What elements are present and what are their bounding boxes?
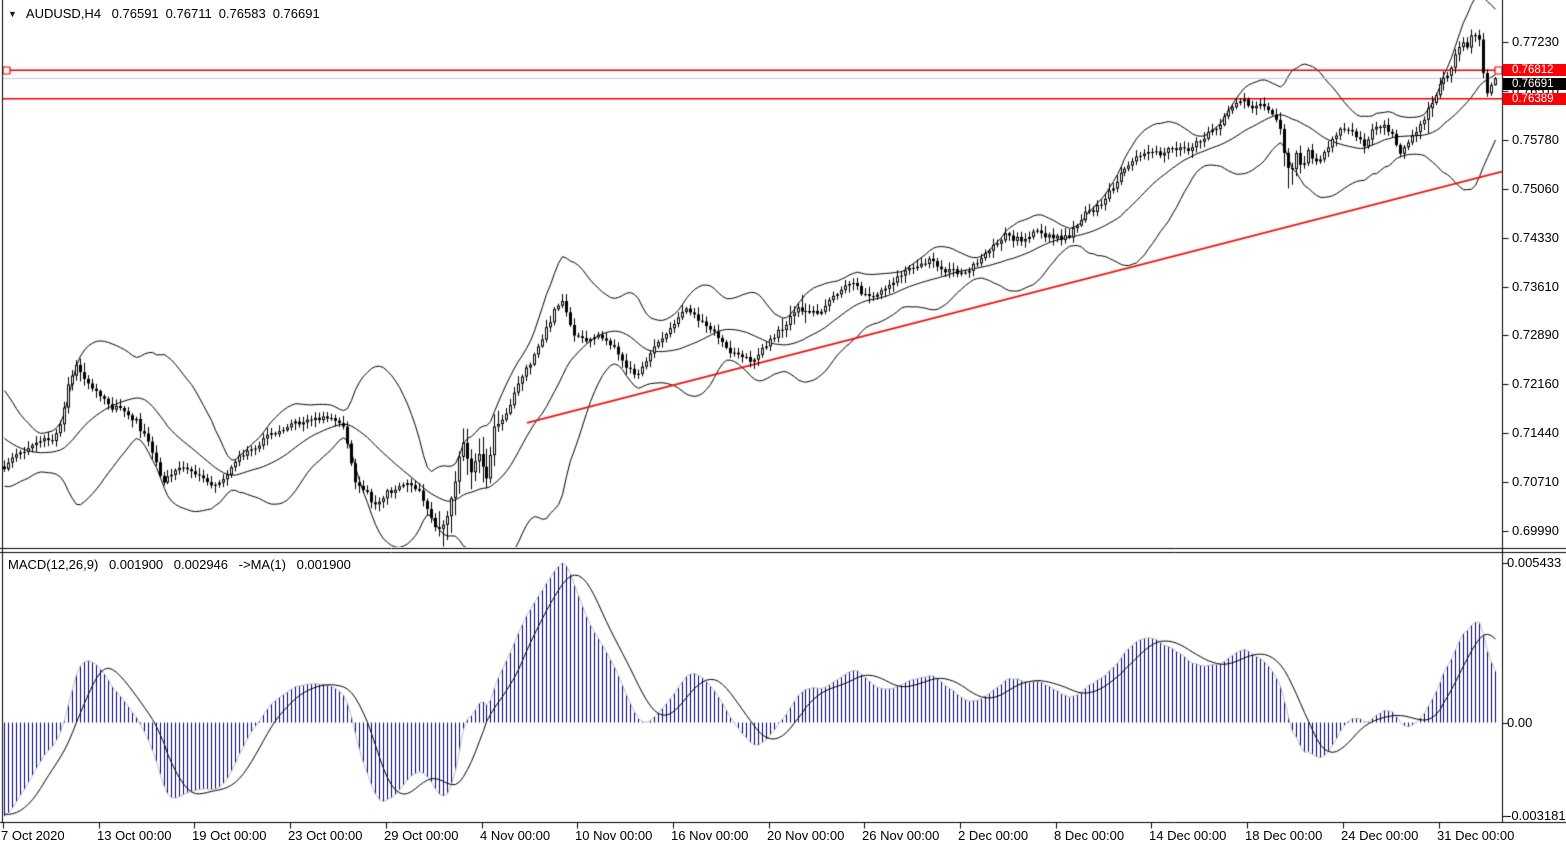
symbol-timeframe-label: AUDUSD,H4 xyxy=(25,6,102,21)
indicator-axis[interactable]: 0.005433 0.00 -0.003181 xyxy=(1503,553,1566,822)
price-axis-label: 0.74330 xyxy=(1512,230,1559,245)
price-axis-label: 0.75780 xyxy=(1512,132,1559,147)
indicator-axis-label: 0.00 xyxy=(1507,715,1533,730)
time-axis-label: 4 Nov 00:00 xyxy=(480,828,551,843)
price-axis-label: 0.71440 xyxy=(1512,425,1559,440)
price-axis-label: 0.75060 xyxy=(1512,181,1559,196)
price-axis-label: 0.69990 xyxy=(1512,523,1559,538)
price-axis[interactable]: 0.77230 0.76510 0.75780 0.75060 0.74330 0.736… xyxy=(1503,0,1566,822)
time-axis-label: 20 Nov 00:00 xyxy=(767,828,845,843)
ohlc-high-value: 0.76711 xyxy=(165,6,212,21)
time-axis-label: 24 Dec 00:00 xyxy=(1341,828,1419,843)
time-axis-label: 29 Oct 00:00 xyxy=(384,828,459,843)
time-axis-label: 18 Dec 00:00 xyxy=(1245,828,1323,843)
time-axis[interactable]: 7 Oct 2020 13 Oct 00:00 19 Oct 00:00 23 Oct… xyxy=(0,823,1566,850)
price-axis-label: 0.70710 xyxy=(1512,474,1559,489)
ohlc-low-value: 0.76583 xyxy=(218,6,266,21)
time-axis-label: 16 Nov 00:00 xyxy=(671,828,749,843)
price-axis-label: 0.73610 xyxy=(1512,279,1559,294)
price-badge-current: 0.76691 xyxy=(1503,78,1566,90)
ohlc-open-value: 0.76591 xyxy=(111,6,159,21)
time-axis-label: 31 Dec 00:00 xyxy=(1437,828,1515,843)
indicator-header: MACD(12,26,9) 0.001900 0.002946 ->MA(1) … xyxy=(8,557,358,572)
time-axis-label: 14 Dec 00:00 xyxy=(1149,828,1227,843)
indicator-axis-label: 0.005433 xyxy=(1507,555,1562,570)
time-axis-label: 13 Oct 00:00 xyxy=(97,828,172,843)
indicator-axis-label: -0.003181 xyxy=(1507,808,1566,823)
pane-splitter[interactable] xyxy=(0,544,1566,554)
price-badge-hline-upper: 0.76812 xyxy=(1503,64,1566,76)
time-axis-label: 2 Dec 00:00 xyxy=(958,828,1029,843)
time-axis-label: 7 Oct 2020 xyxy=(1,828,65,843)
time-axis-label: 26 Nov 00:00 xyxy=(862,828,940,843)
price-badge-hline-lower: 0.76389 xyxy=(1503,93,1566,105)
macd-overlay-value: 0.001900 xyxy=(296,557,351,572)
indicator-name-label: MACD(12,26,9) xyxy=(8,557,99,572)
symbol-dropdown-icon[interactable]: ▼ xyxy=(8,9,17,19)
macd-overlay-label: ->MA(1) xyxy=(238,557,286,572)
price-axis-label: 0.72160 xyxy=(1512,376,1559,391)
price-axis-label: 0.77230 xyxy=(1512,34,1559,49)
ohlc-close-value: 0.76691 xyxy=(272,6,320,21)
macd-signal-value: 0.002946 xyxy=(173,557,229,572)
time-axis-label: 8 Dec 00:00 xyxy=(1054,828,1125,843)
chart-header: ▼ AUDUSD,H4 0.76591 0.76711 0.76583 0.76691 xyxy=(8,6,327,21)
time-axis-label: 23 Oct 00:00 xyxy=(288,828,363,843)
time-axis-label: 19 Oct 00:00 xyxy=(192,828,267,843)
price-axis-label: 0.72890 xyxy=(1512,327,1559,342)
macd-main-value: 0.001900 xyxy=(108,557,164,572)
time-axis-label: 10 Nov 00:00 xyxy=(575,828,653,843)
